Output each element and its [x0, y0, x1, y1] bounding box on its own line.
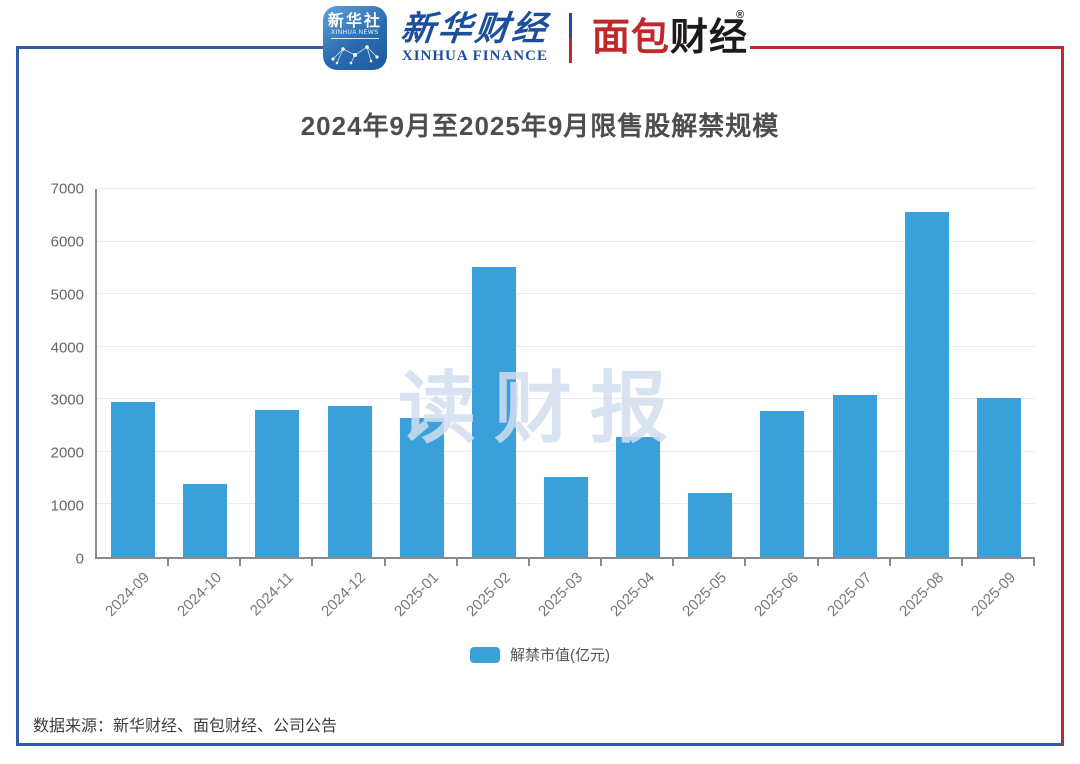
- bar-column: 2025-03: [530, 189, 603, 620]
- logo-divider: [568, 13, 572, 63]
- legend-label: 解禁市值(亿元): [510, 647, 610, 664]
- xinhua-icon-cn-label: 新华社: [327, 13, 382, 30]
- mianbao-logo-black-part: 财经: [669, 17, 748, 59]
- bar-column: 2024-12: [313, 189, 386, 620]
- bar-2025-04: [616, 437, 661, 557]
- bar-2025-03: [544, 476, 589, 557]
- gridline: [97, 398, 1035, 400]
- bar-2025-01: [399, 417, 444, 557]
- x-axis-tick: [1033, 559, 1036, 566]
- bar-column: 2024-11: [241, 189, 314, 619]
- bar-2025-07: [832, 395, 877, 557]
- legend: 解禁市值(亿元): [0, 644, 1080, 665]
- y-axis: 0 1000 2000 3000 4000 5000 6000 7000: [34, 181, 86, 568]
- bar-column: 2025-06: [746, 189, 819, 620]
- x-axis-tick: [239, 559, 242, 566]
- registered-mark: ®: [735, 9, 746, 22]
- xinhua-finance-cn: 新华财经: [398, 10, 551, 48]
- gridline: [97, 188, 1035, 189]
- bar-2025-06: [760, 410, 805, 557]
- plot-area: 2024-09 2024-10 2024-11 2024-12 2025-01 2025-…: [95, 188, 1036, 620]
- x-axis-tick: [672, 559, 675, 566]
- top-border-blue: [16, 46, 334, 49]
- data-source-note: 数据来源：新华财经、面包财经、公司公告: [33, 718, 338, 735]
- header: 新华社 XINHUA NEWS 新华财经 XINHUA FINANCE: [0, 6, 1080, 70]
- xinhua-finance-en: XINHUA FINANCE: [401, 48, 548, 64]
- x-axis-tick: [383, 559, 386, 566]
- bar-2025-08: [904, 211, 949, 557]
- y-tick-label: 4000: [50, 339, 84, 357]
- x-axis-tick: [311, 559, 314, 566]
- y-tick-label: 1000: [50, 497, 84, 515]
- bar-2025-05: [688, 493, 733, 557]
- bar-2024-09: [111, 402, 156, 557]
- bars: 2024-09 2024-10 2024-11 2024-12 2025-01 2025-…: [97, 189, 1036, 620]
- x-axis-tick: [744, 559, 747, 566]
- bar-column: 2025-01: [386, 189, 458, 620]
- bar-column: 2025-07: [819, 189, 891, 620]
- bar-column: 2024-10: [169, 189, 242, 620]
- bar-column: 2025-08: [891, 189, 963, 620]
- logo-divider-red: [568, 38, 572, 63]
- border-frame: [16, 46, 1064, 746]
- gridline: [97, 293, 1035, 295]
- x-axis-tick: [888, 559, 891, 566]
- bar-2024-10: [183, 483, 228, 557]
- gridline: [97, 240, 1035, 242]
- y-tick-label: 7000: [50, 180, 84, 198]
- top-border-red: [750, 46, 1064, 49]
- y-tick-label: 6000: [50, 233, 84, 251]
- bar-column: 2025-02: [458, 189, 530, 620]
- y-tick-label: 2000: [50, 444, 84, 462]
- legend-swatch: [470, 646, 500, 663]
- bar-column: 2025-09: [963, 189, 1036, 620]
- bar-column: 2025-05: [674, 189, 747, 620]
- y-tick-label: 3000: [50, 391, 84, 409]
- gridline: [97, 450, 1035, 452]
- y-tick-label: 5000: [50, 286, 84, 304]
- xinhua-icon-en-label: XINHUA NEWS: [331, 30, 379, 39]
- x-axis-tick: [816, 559, 819, 566]
- bar-2025-02: [471, 266, 516, 557]
- x-axis-tick: [167, 559, 170, 566]
- bar-column: 2025-04: [602, 189, 675, 620]
- mianbao-finance-logo: 面包财经®: [591, 10, 757, 59]
- x-axis-tick: [960, 559, 963, 566]
- mianbao-logo-red-part: 面包: [591, 17, 670, 59]
- bar-2024-12: [327, 405, 372, 557]
- bar-2024-11: [255, 409, 300, 557]
- x-axis-tick: [600, 559, 603, 566]
- xinhua-news-app-icon: 新华社 XINHUA NEWS: [322, 6, 387, 70]
- chart-title: 2024年9月至2025年9月限售股解禁规模: [300, 111, 780, 141]
- logo-divider-blue: [568, 13, 572, 38]
- bar-2025-09: [976, 398, 1021, 557]
- x-axis-tick: [527, 559, 530, 566]
- x-axis-tick: [455, 559, 458, 566]
- y-tick-label: 0: [75, 550, 84, 568]
- gridline: [97, 345, 1035, 347]
- xinhua-finance-logo: 新华财经 XINHUA FINANCE: [398, 10, 551, 64]
- network-pattern-icon: [331, 45, 379, 65]
- bar-column: 2024-09: [97, 189, 170, 620]
